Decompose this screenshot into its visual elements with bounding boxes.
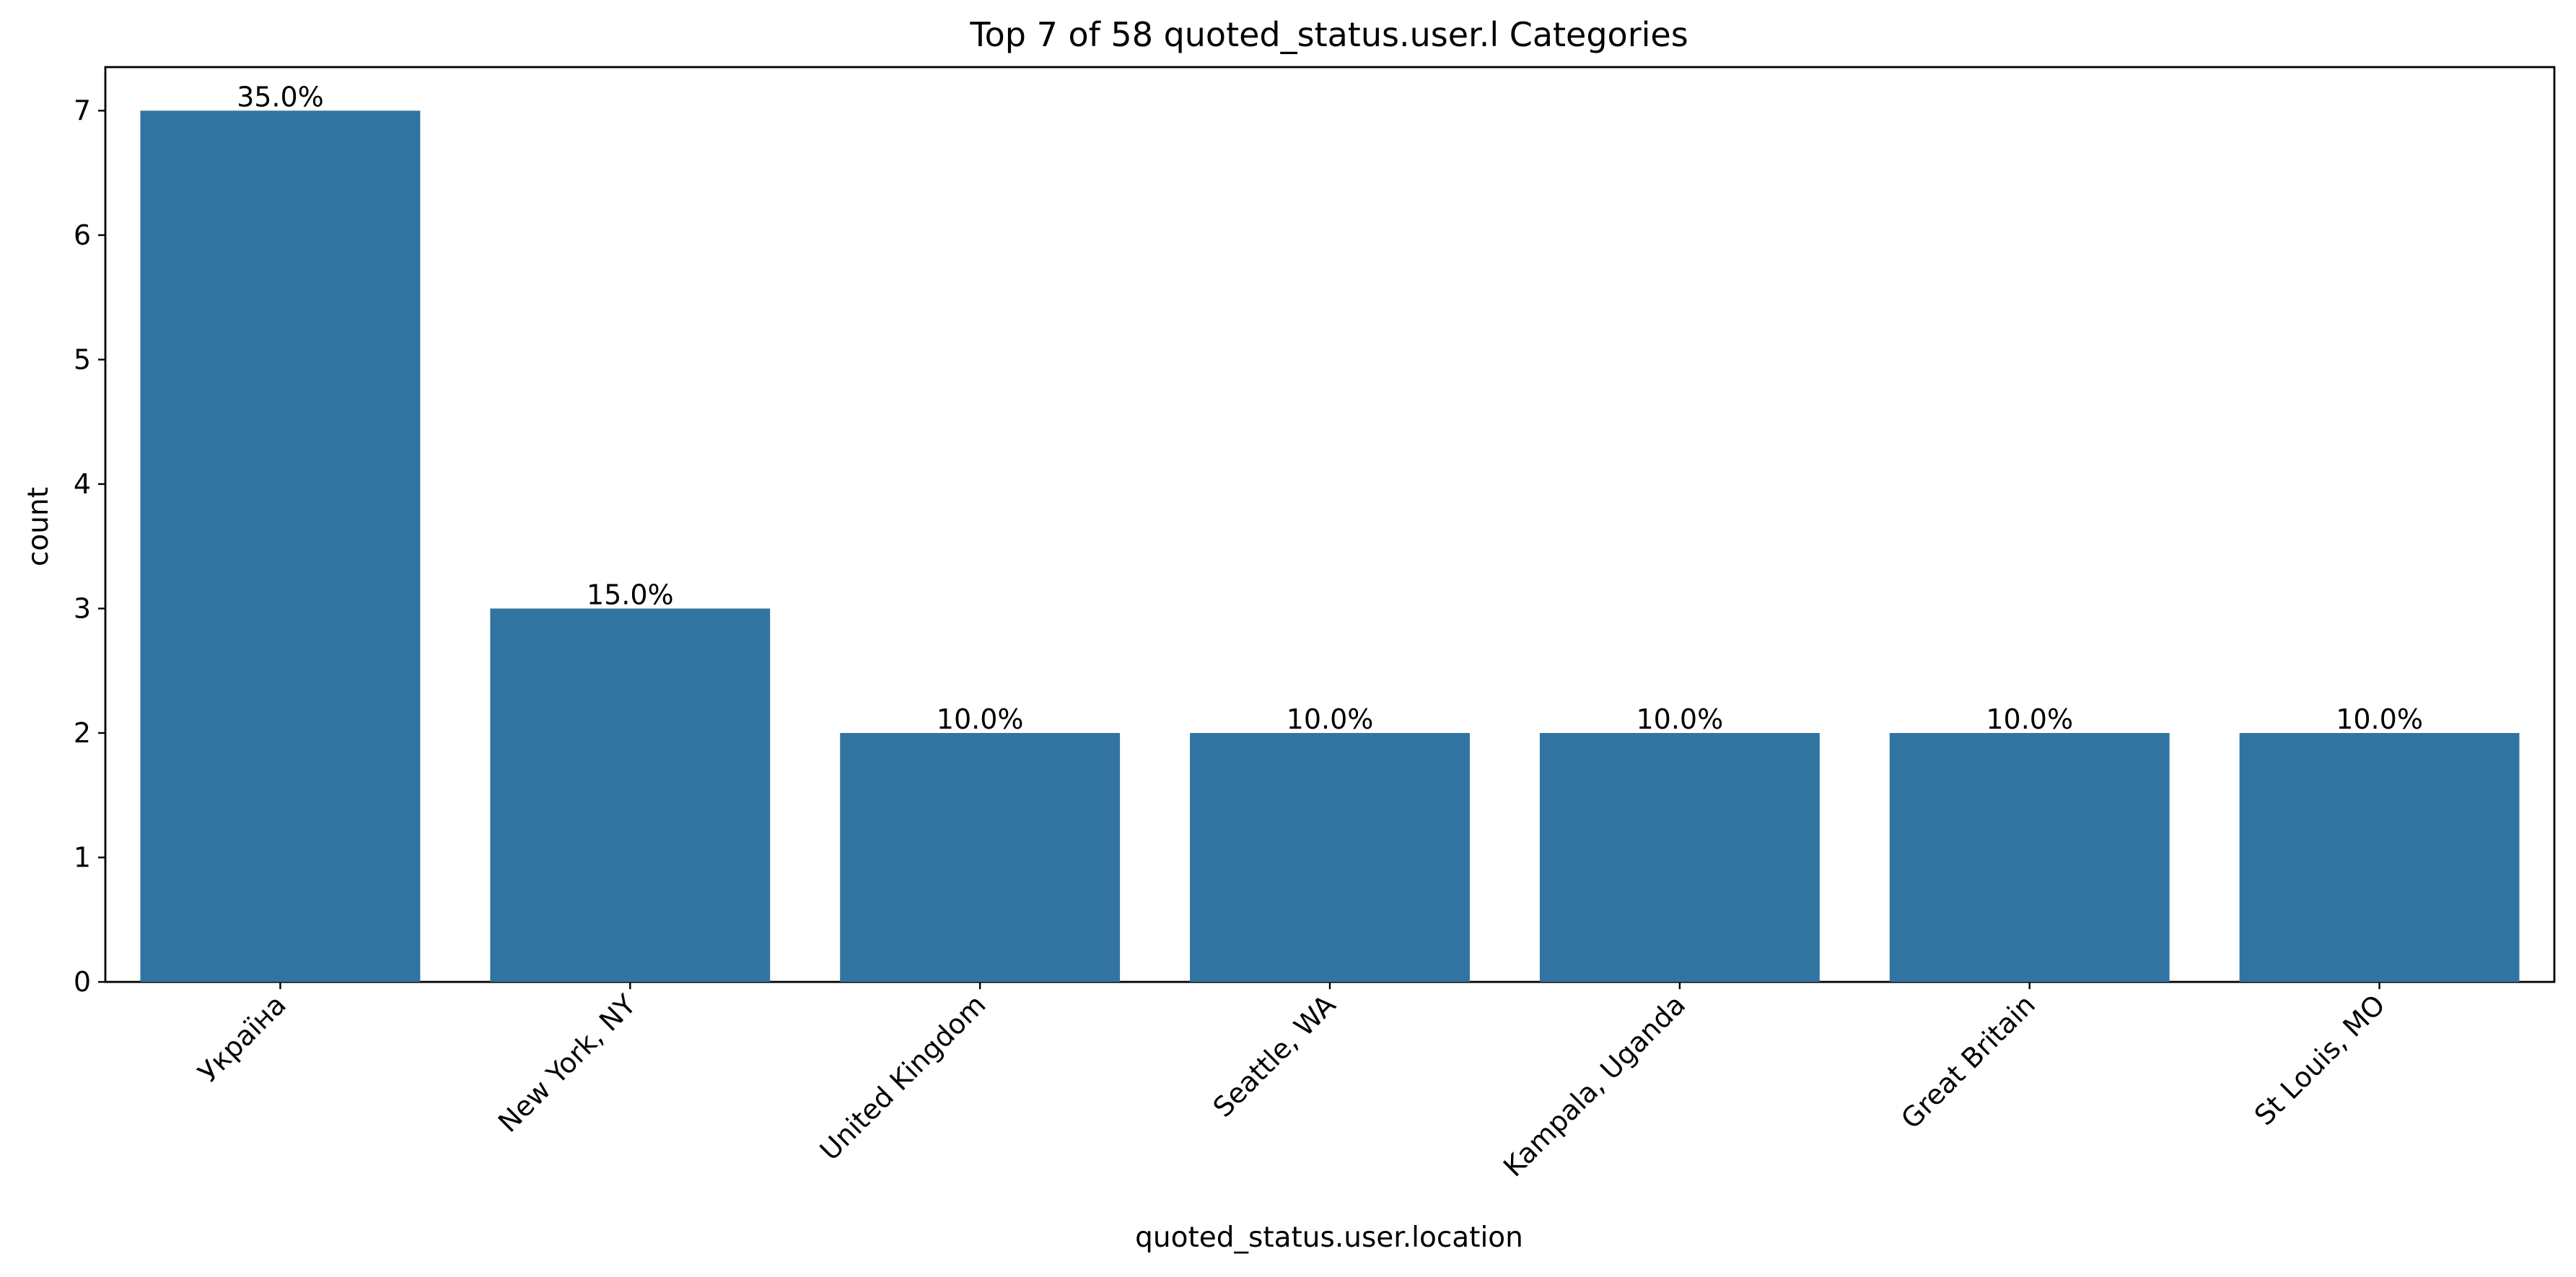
bar-data-label: 15.0% — [587, 579, 674, 610]
bar — [1190, 732, 1470, 982]
data-labels-layer: 35.0% 15.0% 10.0% 10.0% 10.0% 10.0% 10.0% — [237, 81, 2423, 735]
bars-layer — [140, 110, 2520, 982]
y-axis: 0 1 2 3 4 5 6 7 — [74, 95, 105, 998]
bar — [140, 110, 421, 982]
bar-data-label: 10.0% — [937, 703, 1024, 735]
x-tick-label: St Louis, MO — [2248, 988, 2391, 1131]
x-tick-label: Kampala, Uganda — [1497, 988, 1691, 1182]
chart-title: Top 7 of 58 quoted_status.user.l Categor… — [969, 15, 1688, 54]
y-tick-label: 3 — [74, 592, 91, 624]
y-tick-label: 1 — [74, 841, 91, 873]
y-tick-label: 4 — [74, 468, 91, 500]
y-tick-label: 0 — [74, 966, 91, 998]
bar — [1539, 732, 1820, 982]
x-tick-label: New York, NY — [492, 988, 642, 1138]
bar — [1889, 732, 2170, 982]
x-tick-label: Україна — [192, 988, 292, 1089]
y-tick-label: 7 — [74, 95, 91, 126]
x-axis: Україна New York, NY United Kingdom Seattle… — [192, 982, 2391, 1182]
y-axis-label: count — [22, 487, 55, 566]
x-tick-label: United Kingdom — [814, 988, 992, 1167]
y-tick-label: 5 — [74, 343, 91, 375]
x-tick-label: Seattle, WA — [1207, 988, 1342, 1123]
bar-data-label: 10.0% — [1636, 703, 1723, 735]
bar-data-label: 10.0% — [2336, 703, 2423, 735]
bar — [840, 732, 1121, 982]
bar-data-label: 10.0% — [1986, 703, 2073, 735]
x-axis-label: quoted_status.user.location — [1135, 1221, 1523, 1254]
bar-data-label: 35.0% — [237, 81, 324, 113]
bar-data-label: 10.0% — [1287, 703, 1374, 735]
y-tick-label: 2 — [74, 717, 91, 749]
bar — [490, 608, 771, 982]
bar — [2239, 732, 2520, 982]
x-tick-label: Great Britain — [1895, 988, 2041, 1135]
y-tick-label: 6 — [74, 219, 91, 251]
